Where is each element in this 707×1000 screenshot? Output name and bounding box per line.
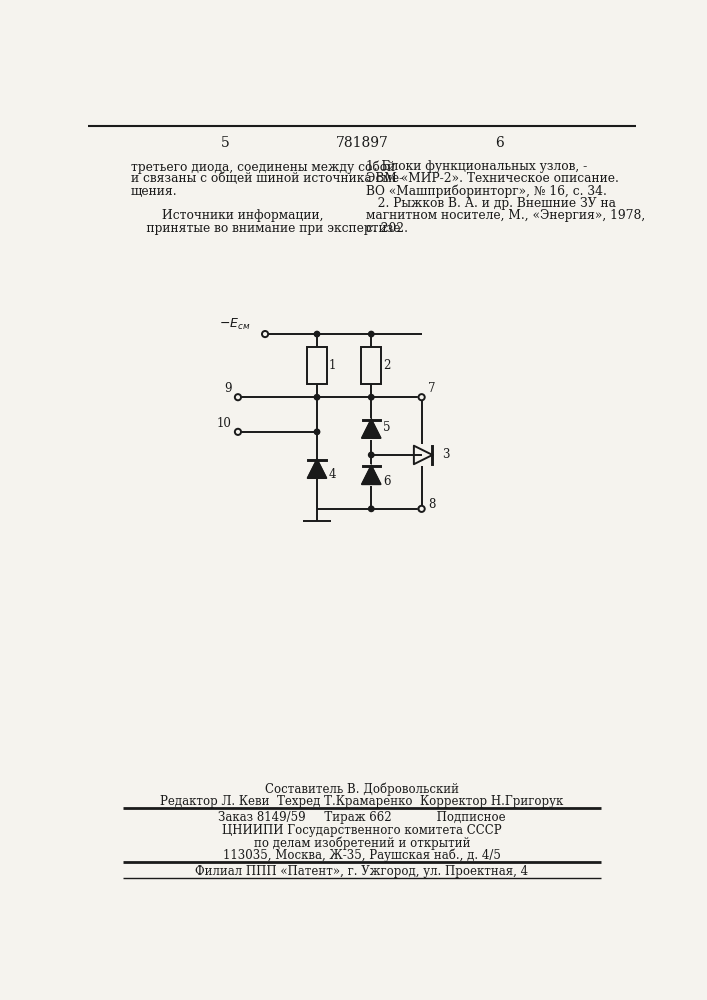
Polygon shape — [362, 466, 380, 484]
Text: 2. Рыжков В. А. и др. Внешние ЗУ на: 2. Рыжков В. А. и др. Внешние ЗУ на — [366, 197, 616, 210]
Text: магнитном носителе, М., «Энергия», 1978,: магнитном носителе, М., «Энергия», 1978, — [366, 209, 645, 222]
Polygon shape — [308, 460, 327, 478]
Text: Заказ 8149/59     Тираж 662            Подписное: Заказ 8149/59 Тираж 662 Подписное — [218, 811, 506, 824]
Text: Источники информации,: Источники информации, — [131, 209, 324, 222]
Text: с. 202.: с. 202. — [366, 222, 408, 235]
Circle shape — [419, 506, 425, 512]
Text: 8: 8 — [428, 498, 436, 511]
Text: 781897: 781897 — [336, 136, 388, 150]
Circle shape — [368, 331, 374, 337]
Circle shape — [235, 429, 241, 435]
Text: 3: 3 — [442, 448, 449, 461]
Text: 5: 5 — [221, 136, 229, 150]
Bar — [307, 347, 327, 384]
Text: щения.: щения. — [131, 185, 177, 198]
Text: третьего диода, соединены между собой: третьего диода, соединены между собой — [131, 160, 395, 174]
Text: $-E_{cм}$: $-E_{cм}$ — [218, 316, 250, 332]
Text: принятые во внимание при экспертизе: принятые во внимание при экспертизе — [131, 222, 400, 235]
Text: 9: 9 — [224, 382, 232, 395]
Circle shape — [368, 506, 374, 512]
Text: Филиал ППП «Патент», г. Ужгород, ул. Проектная, 4: Филиал ППП «Патент», г. Ужгород, ул. Про… — [195, 865, 529, 878]
Circle shape — [419, 395, 424, 400]
Circle shape — [419, 394, 425, 400]
Text: 4: 4 — [329, 468, 336, 481]
Text: 6: 6 — [495, 136, 503, 150]
Text: 6: 6 — [383, 475, 390, 488]
Text: 113035, Москва, Ж-35, Раушская наб., д. 4/5: 113035, Москва, Ж-35, Раушская наб., д. … — [223, 848, 501, 862]
Text: 1: 1 — [329, 359, 336, 372]
Circle shape — [368, 395, 374, 400]
Text: и связаны с общей шиной источника сме-: и связаны с общей шиной источника сме- — [131, 172, 403, 185]
Circle shape — [315, 331, 320, 337]
Circle shape — [368, 452, 374, 458]
Text: Редактор Л. Кеви  Техред Т.Крамаренко  Корректор Н.Григорук: Редактор Л. Кеви Техред Т.Крамаренко Кор… — [160, 795, 563, 808]
Circle shape — [235, 394, 241, 400]
Text: ЭВМ «МИР-2». Техническое описание.: ЭВМ «МИР-2». Техническое описание. — [366, 172, 619, 185]
Text: 2: 2 — [383, 359, 390, 372]
Circle shape — [262, 331, 268, 337]
Text: 5: 5 — [383, 421, 390, 434]
Text: ВО «Машприборинторг», № 16, с. 34.: ВО «Машприборинторг», № 16, с. 34. — [366, 185, 607, 198]
Text: по делам изобретений и открытий: по делам изобретений и открытий — [254, 836, 470, 850]
Text: 7: 7 — [428, 382, 436, 395]
Circle shape — [315, 395, 320, 400]
Bar — [361, 347, 381, 384]
Polygon shape — [362, 420, 380, 438]
Text: 1. Блоки функциональных узлов, -: 1. Блоки функциональных узлов, - — [366, 160, 587, 173]
Circle shape — [418, 506, 423, 512]
Text: ЦНИИПИ Государственного комитета СССР: ЦНИИПИ Государственного комитета СССР — [222, 824, 502, 837]
Text: Составитель В. Добровольский: Составитель В. Добровольский — [265, 782, 459, 796]
Text: 10: 10 — [217, 417, 232, 430]
Circle shape — [315, 429, 320, 435]
